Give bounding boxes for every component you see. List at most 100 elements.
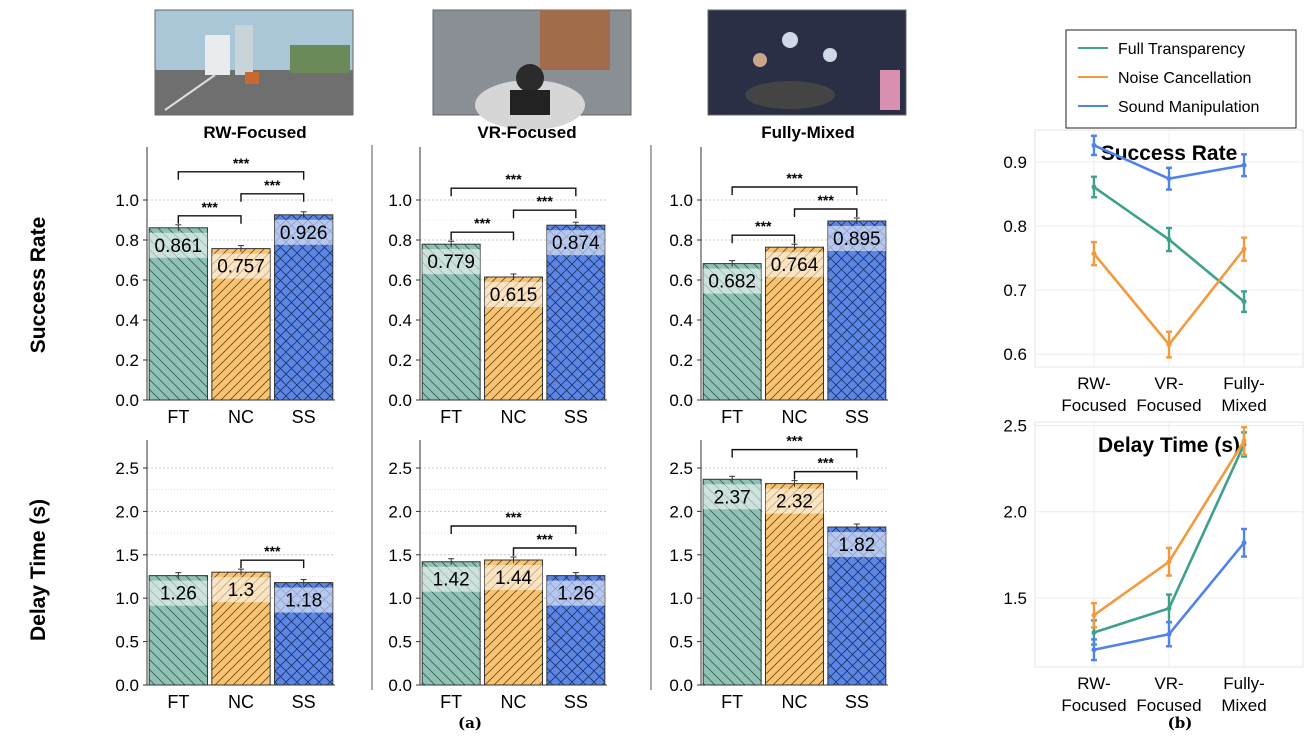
y-tick-label: 0.5 [669, 633, 693, 652]
data-point [1091, 142, 1097, 148]
y-tick-label: 2.0 [1003, 503, 1027, 522]
bar-ss [274, 214, 334, 401]
y-tick-label: 1.5 [388, 546, 412, 565]
data-label: 0.895 [833, 229, 881, 250]
x-tick-label: Focused [1061, 696, 1126, 715]
significance-bracket [731, 234, 796, 244]
thumbnail-fully-mixed [707, 9, 907, 116]
data-label-bg [212, 577, 270, 603]
y-tick-label: 1.0 [388, 589, 412, 608]
data-label-bg [422, 249, 481, 275]
y-tick-label: 1.5 [669, 546, 693, 565]
significance-label: *** [817, 455, 834, 471]
y-tick-label: 2.0 [388, 502, 412, 521]
x-tick-label-nc: NC [782, 407, 808, 427]
y-tick-label: 0.0 [388, 391, 412, 410]
significance-bracket [450, 231, 515, 241]
panel-label-a: (a) [458, 714, 482, 732]
x-tick-label: Mixed [1221, 396, 1266, 415]
data-point [1091, 251, 1097, 257]
y-tick-label: 2.0 [669, 502, 693, 521]
data-label: 0.926 [280, 223, 328, 244]
y-tick-label: 0.8 [1003, 217, 1027, 236]
x-tick-label: VR- [1154, 674, 1183, 693]
x-tick-label: Focused [1136, 696, 1201, 715]
y-tick-label: 0.0 [115, 391, 139, 410]
data-label: 2.37 [714, 487, 751, 508]
bar-chart-delay-rw: 0.0 0.5 1.0 1.5 2.0 2.5 1.26 FT 1.3 NC 1.18 SS *** [115, 440, 335, 712]
y-tick-label: 0.6 [1003, 345, 1027, 364]
x-tick-label-ft: FT [440, 407, 462, 427]
x-tick-label-ft: FT [167, 407, 189, 427]
y-tick-label: 0.0 [669, 676, 693, 695]
y-tick-label: 0.2 [388, 351, 412, 370]
significance-bracket [177, 215, 242, 224]
data-point [1166, 237, 1172, 243]
thumbnail-vr-focused [432, 9, 632, 130]
significance-bracket [793, 208, 858, 217]
x-tick-label-nc: NC [228, 407, 254, 427]
data-point [1091, 647, 1097, 653]
x-tick-label-ss: SS [292, 692, 316, 712]
x-tick-label-ft: FT [721, 407, 743, 427]
bar-nc [765, 483, 824, 686]
significance-bracket [450, 187, 577, 197]
data-point [1241, 246, 1247, 252]
data-label-bg [703, 268, 762, 294]
y-tick-label: 1.0 [388, 191, 412, 210]
bar-chart-success-rw: 0.0 0.2 0.4 0.6 0.8 1.0 0.861 FT 0.757 NC 0.926 SS *… [115, 147, 335, 427]
data-point [1166, 605, 1172, 611]
data-label-bg [149, 232, 208, 258]
x-tick-label-ss: SS [292, 407, 316, 427]
data-point [1091, 184, 1097, 190]
significance-bracket [512, 547, 577, 557]
data-label: 1.26 [160, 584, 197, 605]
data-label: 0.779 [427, 252, 475, 273]
y-tick-label: 0.2 [115, 351, 139, 370]
thumbnail-rw-focused [154, 9, 354, 116]
y-tick-label: 0.6 [669, 271, 693, 290]
y-tick-label: 2.5 [1003, 416, 1027, 435]
significance-label: *** [786, 433, 803, 449]
data-label: 1.3 [228, 580, 254, 601]
data-point [1166, 631, 1172, 637]
data-label: 1.42 [433, 570, 470, 591]
x-tick-label-ft: FT [440, 692, 462, 712]
significance-label: *** [505, 171, 522, 187]
y-tick-label: 0.4 [388, 311, 412, 330]
data-label: 0.757 [217, 257, 265, 278]
data-point [1091, 612, 1097, 618]
y-tick-label: 0.8 [669, 231, 693, 250]
y-tick-label: 0.6 [115, 271, 139, 290]
legend-label-nc: Noise Cancellation [1118, 70, 1251, 87]
y-tick-label: 1.0 [669, 589, 693, 608]
y-tick-label: 2.5 [669, 459, 693, 478]
line-chart-title: Delay Time (s) [1098, 434, 1240, 457]
x-tick-label-ss: SS [564, 407, 588, 427]
significance-label: *** [817, 192, 834, 208]
data-point [1166, 559, 1172, 565]
x-tick-label: Fully- [1223, 374, 1265, 393]
data-label-bg [703, 484, 762, 510]
x-tick-label: RW- [1077, 374, 1110, 393]
x-tick-label: Mixed [1221, 696, 1266, 715]
significance-bracket [731, 186, 858, 195]
bar-chart-success-vr: 0.0 0.2 0.4 0.6 0.8 1.0 0.779 FT 0.615 NC 0.874 SS *… [388, 147, 607, 427]
data-point [1091, 629, 1097, 635]
data-label-bg [274, 587, 333, 613]
significance-bracket [450, 525, 577, 535]
y-tick-label: 1.0 [115, 191, 139, 210]
y-tick-label: 0.0 [115, 676, 139, 695]
data-point [1241, 162, 1247, 168]
data-point [1241, 540, 1247, 546]
x-tick-label: Focused [1136, 396, 1201, 415]
significance-label: *** [786, 170, 803, 186]
y-tick-label: 2.5 [115, 459, 139, 478]
x-tick-label-ss: SS [564, 692, 588, 712]
y-tick-label: 2.0 [115, 502, 139, 521]
x-tick-label: Fully- [1223, 674, 1265, 693]
data-label-bg [484, 282, 543, 307]
y-tick-label: 0.5 [388, 633, 412, 652]
data-point [1241, 299, 1247, 305]
